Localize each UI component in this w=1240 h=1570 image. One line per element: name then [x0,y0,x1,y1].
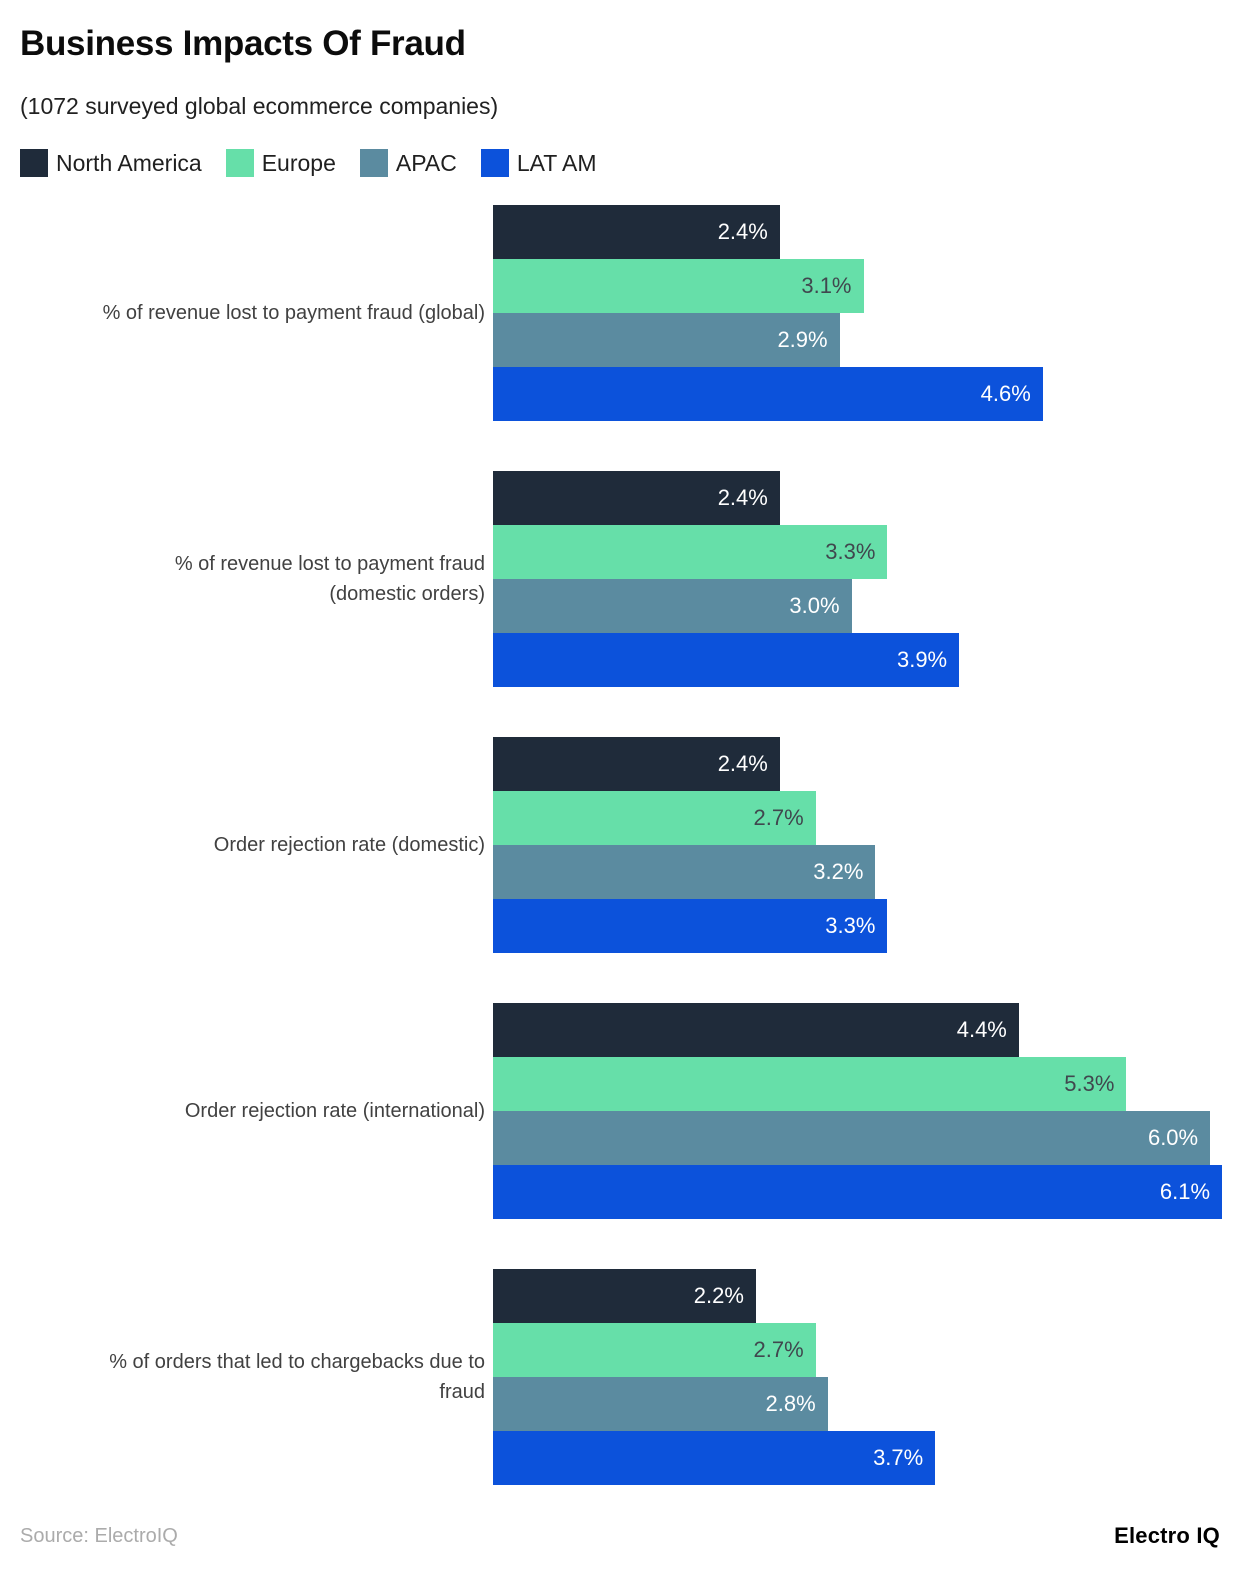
chart-header: Business Impacts Of Fraud (1072 surveyed… [0,0,1240,177]
bar-apac: 2.9% [493,313,840,367]
legend: North America Europe APAC LAT AM [20,149,1220,177]
bar-value-label: 4.6% [980,381,1031,406]
chart-row: Order rejection rate (international) 4.4%… [0,1003,1240,1219]
bar-north-america: 4.4% [493,1003,1019,1057]
electro-iq-logo: Electro IQ [1114,1523,1220,1548]
legend-item-europe: Europe [225,149,336,177]
bar-lat-am: 3.3% [493,899,888,953]
legend-label: Europe [261,149,336,176]
chart-row: Order rejection rate (domestic) 2.4% 2.7% 3… [0,737,1240,953]
bar-value-label: 4.4% [956,1017,1007,1042]
chart-row: % of orders that led to chargebacks due … [0,1269,1240,1485]
bar-group: 4.4% 5.3% 6.0% 6.1% [493,1003,1240,1219]
bar-europe: 2.7% [493,1323,816,1377]
bar-value-label: 3.3% [825,913,876,938]
bar-apac: 3.2% [493,845,876,899]
bar-lat-am: 3.9% [493,633,960,687]
bar-value-label: 6.1% [1159,1179,1211,1204]
bar-value-label: 3.0% [789,593,840,618]
bar-group: 2.4% 3.1% 2.9% 4.6% [493,205,1240,421]
page-title: Business Impacts Of Fraud [20,24,466,63]
category-label: Order rejection rate (international) [184,1100,485,1122]
chart-row: % of revenue lost to payment fraud (dome… [0,471,1240,687]
bar-value-label: 2.7% [753,805,804,830]
bar-apac: 3.0% [493,579,852,633]
legend-label: LAT AM [516,149,597,176]
bar-apac: 6.0% [493,1111,1211,1165]
bar-group: 2.4% 3.3% 3.0% 3.9% [493,471,1240,687]
bar-value-label: 2.8% [765,1391,816,1416]
bar-value-label: 3.7% [873,1445,924,1470]
legend-label: APAC [395,149,457,176]
source-text: Source: ElectroIQ [20,1524,178,1547]
category-label: % of orders that led to chargebacks due … [109,1351,485,1403]
chart-row: % of revenue lost to payment fraud (glob… [0,205,1240,421]
bar-north-america: 2.4% [493,737,780,791]
legend-swatch-apac [359,149,388,177]
bar-value-label: 2.4% [717,751,768,776]
bar-value-label: 5.3% [1064,1071,1115,1096]
bar-value-label: 3.3% [825,539,876,564]
bar-value-label: 2.2% [693,1283,744,1308]
category-label: Order rejection rate (domestic) [213,834,485,856]
bar-apac: 2.8% [493,1377,828,1431]
legend-item-lat-am: LAT AM [480,149,597,177]
legend-swatch-lat-am [480,149,509,177]
bar-value-label: 2.7% [753,1337,804,1362]
bar-value-label: 6.0% [1147,1125,1199,1150]
bar-value-label: 2.4% [717,485,768,510]
category-label: % of revenue lost to payment fraud (glob… [102,302,485,324]
page-subtitle: (1072 surveyed global ecommerce companie… [20,93,499,119]
bar-europe: 3.1% [493,259,864,313]
bar-value-label: 3.9% [896,647,948,672]
bar-north-america: 2.4% [493,205,780,259]
legend-label: North America [56,149,202,176]
bar-lat-am: 4.6% [493,367,1043,421]
bar-north-america: 2.4% [493,471,780,525]
bar-value-label: 2.4% [717,219,768,244]
bar-group: 2.4% 2.7% 3.2% 3.3% [493,737,1240,953]
legend-swatch-europe [225,149,254,177]
legend-item-apac: APAC [359,149,457,177]
legend-item-north-america: North America [20,149,202,177]
bar-europe: 5.3% [493,1057,1127,1111]
footer: Source: ElectroIQ Electro IQ [0,1523,1240,1549]
bar-north-america: 2.2% [493,1269,756,1323]
bar-chart: % of revenue lost to payment fraud (glob… [0,205,1240,1485]
bar-lat-am: 6.1% [493,1165,1223,1219]
bar-value-label: 3.1% [801,273,852,298]
legend-swatch-north-america [20,149,48,177]
bar-value-label: 3.2% [813,859,864,884]
bar-value-label: 2.9% [777,327,828,352]
bar-lat-am: 3.7% [493,1431,936,1485]
category-label: % of revenue lost to payment fraud (dome… [174,553,485,605]
bar-europe: 3.3% [493,525,888,579]
bar-group: 2.2% 2.7% 2.8% 3.7% [493,1269,1240,1485]
bar-europe: 2.7% [493,791,816,845]
